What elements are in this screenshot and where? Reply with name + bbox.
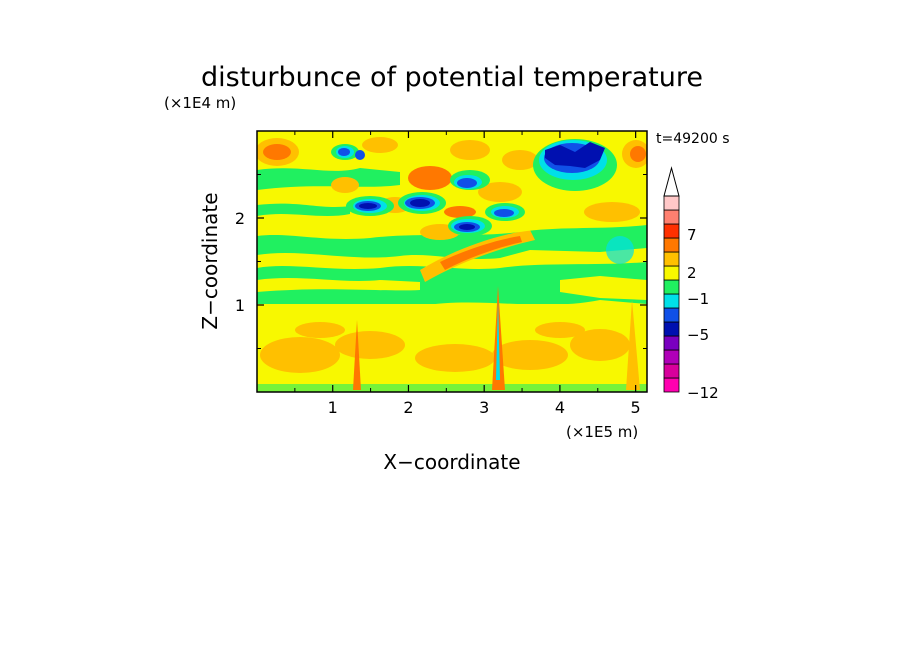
colorbar-segment bbox=[663, 195, 680, 211]
colorbar-label: −1 bbox=[687, 290, 709, 308]
colorbar-extend-triangle bbox=[663, 166, 680, 197]
colorbar-label: −5 bbox=[687, 326, 709, 344]
y-axis-label: Z−coordinate bbox=[198, 192, 222, 329]
colorbar: 7 2 −1 −5 −12 bbox=[663, 166, 719, 402]
colorbar-segment bbox=[663, 377, 680, 393]
colorbar-segment bbox=[663, 279, 680, 295]
chart-title: disturbunce of potential temperature bbox=[201, 62, 703, 93]
colorbar-segment bbox=[663, 363, 680, 379]
colorbar-segment bbox=[663, 237, 680, 253]
time-label: t=49200 s bbox=[656, 131, 730, 147]
colorbar-segment bbox=[663, 321, 680, 337]
y-axis: 12 bbox=[235, 174, 647, 349]
x-axis: 1 2 3 4 5 bbox=[294, 131, 641, 417]
x-tick-label: 3 bbox=[479, 398, 489, 417]
colorbar-segment bbox=[663, 209, 680, 225]
y-tick-label: 1 bbox=[235, 296, 245, 315]
x-tick-label: 1 bbox=[328, 398, 338, 417]
y-tick-label: 2 bbox=[235, 209, 245, 228]
colorbar-segment bbox=[663, 265, 680, 281]
colorbar-segment bbox=[663, 335, 680, 351]
x-tick-label: 4 bbox=[555, 398, 565, 417]
colorbar-segment bbox=[663, 251, 680, 267]
heatmap-field bbox=[257, 131, 647, 392]
x-unit-label: (×1E5 m) bbox=[566, 423, 638, 441]
colorbar-segment bbox=[663, 223, 680, 239]
colorbar-label: 7 bbox=[687, 226, 697, 244]
colorbar-segment bbox=[663, 307, 680, 323]
colorbar-label: 2 bbox=[687, 264, 697, 282]
y-unit-label: (×1E4 m) bbox=[164, 94, 236, 112]
colorbar-segment bbox=[663, 293, 680, 309]
x-tick-label: 5 bbox=[631, 398, 641, 417]
colorbar-segment bbox=[663, 349, 680, 365]
colorbar-label: −12 bbox=[687, 384, 719, 402]
x-tick-label: 2 bbox=[403, 398, 413, 417]
x-axis-label: X−coordinate bbox=[383, 450, 520, 474]
